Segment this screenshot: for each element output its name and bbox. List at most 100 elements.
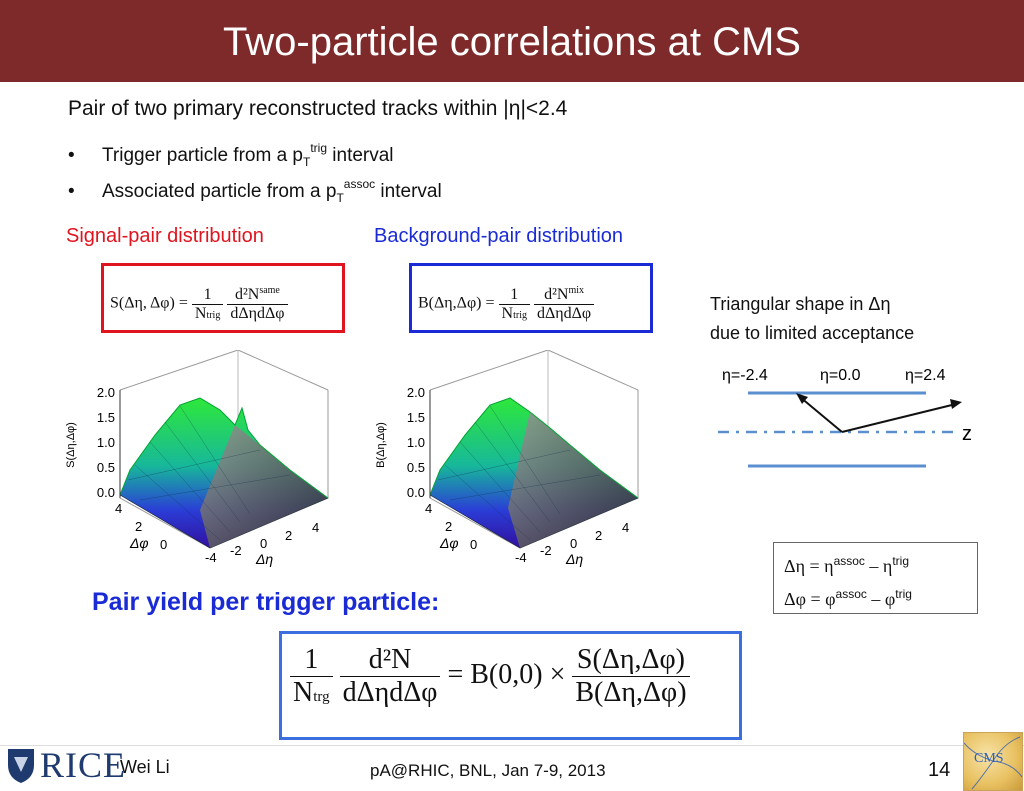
yield-formula-box: 1 Ntrg d²N dΔηdΔφ = B(0,0) × S(Δη,Δφ) B(Δη,…: [279, 631, 742, 740]
numerator: d²Nmix: [533, 285, 595, 305]
fraction-norm: 1 Ntrig: [191, 286, 224, 323]
z-tick: 1.5: [97, 410, 115, 425]
def-sup: trig: [895, 587, 912, 601]
phi-tick: 4: [425, 501, 432, 516]
signal-heading: Signal-pair distribution: [66, 225, 264, 247]
eta-tick: 2: [595, 528, 602, 543]
num-sup: same: [259, 285, 280, 296]
background-3d-plot: 2.0 1.5 1.0 0.5 0.0 B(Δη,Δφ) 4 2 0 Δφ -4…: [375, 350, 639, 567]
fraction-derivative: d²N dΔηdΔφ: [339, 644, 441, 709]
denominator: Ntrg: [290, 677, 333, 709]
yield-formula: 1 Ntrg d²N dΔηdΔφ = B(0,0) × S(Δη,Δφ) B(Δη,…: [290, 644, 690, 709]
z-tick: 2.0: [407, 385, 425, 400]
eta-label-center: η=0.0: [820, 367, 861, 384]
den-main: N: [501, 304, 514, 322]
phi-tick: 2: [135, 519, 142, 534]
acceptance-note-line: Triangular shape in Δη: [710, 294, 891, 314]
bullet-associated: • Associated particle from a pTassoc inte…: [68, 177, 442, 205]
eta-axis-label: Δη: [565, 551, 583, 567]
den-sub: trig: [513, 309, 527, 321]
intro-lead: Pair of two primary reconstructed tracks…: [68, 97, 568, 120]
z-tick: 0.0: [407, 485, 425, 500]
phi-tick: 2: [445, 519, 452, 534]
delta-phi-definition: Δφ = φassoc – φtrig: [784, 580, 977, 613]
cms-logo-text: CMS: [974, 751, 1004, 766]
fraction-norm: 1 Ntrig: [498, 286, 530, 323]
signal-surface-shade: [200, 425, 328, 548]
phi-axis-label: Δφ: [129, 535, 149, 551]
phi-axis-label: Δφ: [439, 535, 459, 551]
arrowhead-left: [796, 393, 808, 404]
def-sup: trig: [892, 554, 910, 568]
signal-lhs: S(Δη, Δφ) =: [110, 294, 188, 312]
cms-tracks-icon: [964, 736, 1022, 790]
def-sup: assoc: [833, 554, 865, 568]
rice-shield-icon: [8, 749, 34, 783]
background-mesh: [437, 405, 601, 541]
z-axis-label: S(Δη,Δφ): [65, 422, 77, 468]
plot-frame-top: [429, 350, 549, 391]
den-sub: trig: [206, 309, 221, 321]
denominator: dΔηdΔφ: [230, 305, 285, 322]
eta-label-left: η=-2.4: [722, 367, 768, 384]
fraction-norm: 1 Ntrg: [290, 644, 333, 709]
bullet-sup: assoc: [343, 177, 376, 191]
eta-tick: -4: [205, 550, 217, 565]
numerator: 1: [290, 644, 333, 677]
definitions-box: Δη = ηassoc – ηtrig Δφ = φassoc – φtrig: [773, 542, 978, 614]
background-ridge: [429, 397, 639, 499]
eta-tick: -2: [540, 543, 552, 558]
numerator: d²Nsame: [227, 285, 288, 305]
num-main: d²N: [234, 286, 260, 303]
arrowhead-right: [950, 399, 962, 409]
track-right: [841, 403, 957, 433]
numerator: S(Δη,Δφ): [572, 644, 690, 677]
bullet-marker: •: [68, 181, 75, 202]
z-tick: 1.0: [97, 435, 115, 450]
den-main: N: [293, 677, 314, 708]
bullet-text: Associated particle from a p: [102, 181, 337, 202]
z-tick: 0.0: [97, 485, 115, 500]
background-lhs: B(Δη,Δφ) =: [418, 294, 495, 312]
bullet-sub: T: [336, 191, 344, 205]
def-text: – η: [864, 556, 893, 576]
eta-tick: -2: [230, 543, 242, 558]
def-text: – φ: [866, 589, 896, 609]
background-formula-box: B(Δη,Δφ) = 1 Ntrig d²Nmix dΔηdΔφ: [409, 263, 653, 333]
plot-frame-top: [237, 350, 329, 391]
track-left: [799, 396, 843, 433]
background-formula: B(Δη,Δφ) = 1 Ntrig d²Nmix dΔηdΔφ: [418, 285, 595, 323]
detector-diagram: η=-2.4 η=0.0 η=2.4 z: [718, 367, 972, 468]
denominator: Ntrig: [192, 305, 223, 323]
def-text: Δη = η: [784, 556, 834, 576]
denominator: dΔηdΔφ: [536, 305, 592, 322]
signal-mesh: [127, 405, 291, 541]
den-main: N: [194, 304, 207, 322]
bullet-marker: •: [68, 145, 75, 166]
z-axis-label: B(Δη,Δφ): [375, 422, 387, 468]
eta-tick: 0: [570, 536, 577, 551]
num-main: d²N: [544, 286, 569, 303]
signal-formula-box: S(Δη, Δφ) = 1 Ntrig d²Nsame dΔηdΔφ: [101, 263, 345, 333]
bullet-text: Trigger particle from a p: [102, 145, 303, 166]
signal-formula: S(Δη, Δφ) = 1 Ntrig d²Nsame dΔηdΔφ: [110, 285, 288, 323]
bullet-sup: trig: [310, 141, 327, 155]
phi-tick: 0: [160, 537, 167, 552]
denominator: dΔηdΔφ: [342, 677, 438, 708]
denominator: Ntrig: [499, 305, 530, 323]
numerator: 1: [498, 286, 530, 305]
background-heading: Background-pair distribution: [374, 225, 624, 247]
acceptance-note-line: due to limited acceptance: [710, 323, 915, 343]
eta-tick: 4: [312, 520, 319, 535]
eta-axis-label: Δη: [255, 551, 273, 567]
bullet-sub: T: [302, 155, 311, 169]
eta-label-right: η=2.4: [905, 367, 946, 384]
background-surface-shade: [508, 412, 638, 548]
event-info: pA@RHIC, BNL, Jan 7-9, 2013: [370, 761, 606, 780]
fraction-derivative: d²Nsame dΔηdΔφ: [227, 285, 288, 323]
z-tick: 0.5: [97, 460, 115, 475]
eta-tick: 2: [285, 528, 292, 543]
num-sup: mix: [568, 285, 585, 296]
numerator: d²N: [339, 644, 441, 677]
footer-divider: [0, 745, 1024, 746]
